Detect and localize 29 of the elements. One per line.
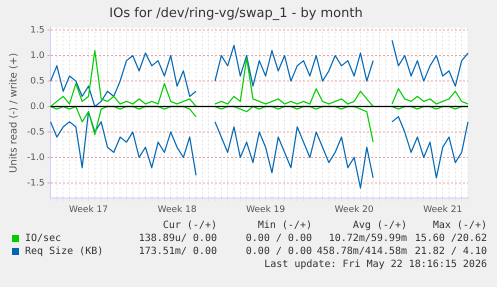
x-tick-label: Week 21 [423, 204, 462, 215]
y-axis-title: Units read (-) / write (+) [8, 52, 20, 173]
text: Cur (-/+) [162, 220, 217, 231]
text: 458.78m/414.58m [316, 246, 407, 257]
text: 15.60 /20.62 [414, 233, 487, 244]
text: 21.82 / 4.10 [414, 246, 487, 257]
y-tick-label: 0.5 [30, 76, 45, 86]
text: Avg (-/+) [352, 220, 407, 231]
y-tick-label: -0.5 [27, 127, 45, 138]
x-tick-label: Week 18 [158, 204, 197, 215]
y-tick-label: 0.0 [30, 102, 45, 112]
legend-label: Req Size (KB) [25, 246, 104, 257]
y-tick-label: -1.0 [27, 152, 45, 163]
x-tick-label: Week 19 [246, 204, 286, 215]
legend-label: IO/sec [25, 233, 62, 244]
text: 0.00 / 0.00 [244, 246, 312, 257]
text: Last update: Fri May 22 18:16:15 2026 [263, 259, 487, 270]
text: 10.72m/59.99m [328, 233, 407, 244]
text: 173.51m/ 0.00 [138, 246, 217, 257]
text: 0.00 / 0.00 [244, 233, 312, 244]
x-tick-label: Week 17 [69, 204, 108, 215]
x-tick-label: Week 20 [334, 204, 374, 215]
text: Max (-/+) [432, 220, 487, 231]
text: 138.89u/ 0.00 [138, 233, 217, 244]
text: Min (-/+) [256, 220, 312, 231]
y-tick-label: 1.5 [30, 25, 45, 36]
y-tick-label: 1.0 [30, 50, 45, 61]
chart-title: IOs for /dev/ring-vg/swap_1 - by month [109, 6, 363, 22]
y-tick-label: -1.5 [27, 178, 45, 188]
